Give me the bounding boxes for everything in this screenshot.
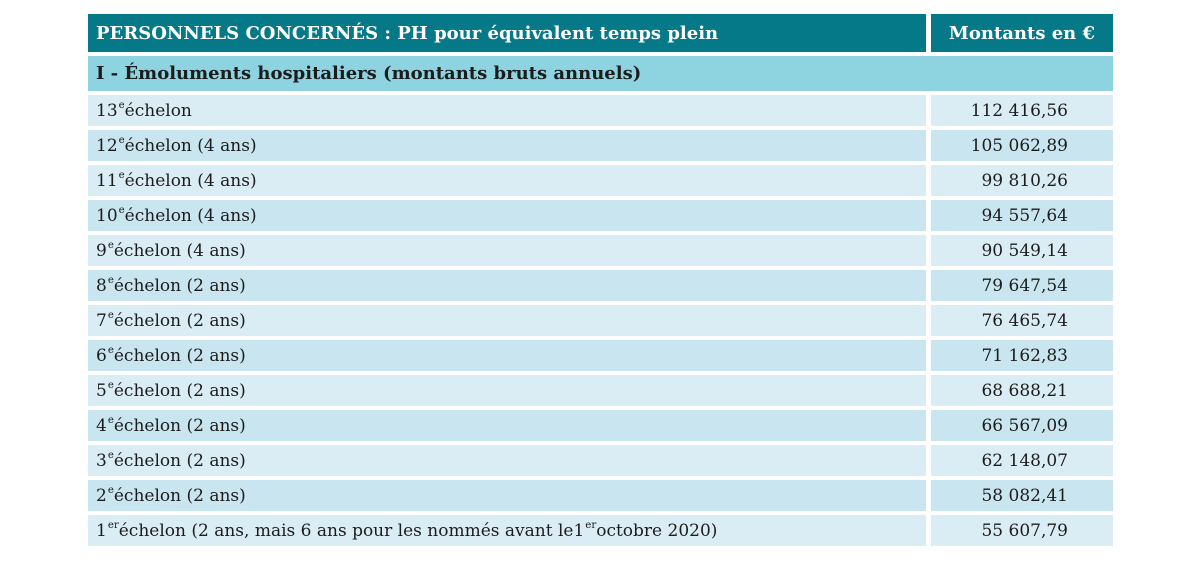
superscript: e bbox=[118, 205, 125, 217]
echelon-label: 13 e échelon bbox=[88, 95, 926, 126]
label-text: échelon (4 ans) bbox=[124, 135, 257, 156]
amount-value: 68 688,21 bbox=[931, 375, 1113, 406]
table-header-title: PERSONNELS CONCERNÉS : PH pour équivalen… bbox=[88, 14, 926, 52]
superscript: er bbox=[585, 520, 597, 532]
superscript: e bbox=[118, 100, 125, 112]
amount-value: 62 148,07 bbox=[931, 445, 1113, 476]
amount-value: 55 607,79 bbox=[931, 515, 1113, 546]
amount-value: 90 549,14 bbox=[931, 235, 1113, 266]
label-text: 8 bbox=[96, 275, 107, 296]
table-row: 13 e échelon 112 416,56 bbox=[88, 95, 1113, 126]
superscript: e bbox=[107, 450, 114, 462]
label-text: 13 bbox=[96, 100, 118, 121]
amount-value: 66 567,09 bbox=[931, 410, 1113, 441]
table-row: 10 e échelon (4 ans) 94 557,64 bbox=[88, 200, 1113, 231]
label-text: échelon (2 ans) bbox=[113, 380, 246, 401]
label-text: 12 bbox=[96, 135, 118, 156]
label-text: échelon (2 ans) bbox=[113, 415, 246, 436]
amount-value: 58 082,41 bbox=[931, 480, 1113, 511]
label-text: 7 bbox=[96, 310, 107, 331]
label-text: 9 bbox=[96, 240, 107, 261]
superscript: e bbox=[107, 415, 114, 427]
superscript: e bbox=[107, 380, 114, 392]
label-text: 4 bbox=[96, 415, 107, 436]
amount-value: 99 810,26 bbox=[931, 165, 1113, 196]
amount-value: 76 465,74 bbox=[931, 305, 1113, 336]
amount-value: 71 162,83 bbox=[931, 340, 1113, 371]
table-row: 1 er échelon (2 ans, mais 6 ans pour les … bbox=[88, 515, 1113, 546]
superscript: e bbox=[107, 345, 114, 357]
table-header-amount-column: Montants en € bbox=[931, 14, 1113, 52]
label-text: octobre 2020) bbox=[596, 520, 718, 541]
superscript: e bbox=[107, 310, 114, 322]
label-text: échelon (2 ans) bbox=[113, 275, 246, 296]
label-text: 1 bbox=[573, 520, 585, 541]
table-row: 12 e échelon (4 ans) 105 062,89 bbox=[88, 130, 1113, 161]
amount-value: 94 557,64 bbox=[931, 200, 1113, 231]
superscript: e bbox=[118, 170, 125, 182]
label-text: 11 bbox=[96, 170, 118, 191]
section-heading: I - Émoluments hospitaliers (montants br… bbox=[88, 56, 1113, 91]
label-text: échelon (2 ans) bbox=[113, 485, 246, 506]
label-text: 6 bbox=[96, 345, 107, 366]
label-text: échelon bbox=[124, 100, 192, 121]
superscript: e bbox=[107, 275, 114, 287]
echelon-label: 11 e échelon (4 ans) bbox=[88, 165, 926, 196]
echelon-label: 10 e échelon (4 ans) bbox=[88, 200, 926, 231]
label-text: échelon (2 ans, mais 6 ans pour les nomm… bbox=[118, 520, 574, 541]
table-row: 11 e échelon (4 ans) 99 810,26 bbox=[88, 165, 1113, 196]
superscript: e bbox=[107, 240, 114, 252]
label-text: 3 bbox=[96, 450, 107, 471]
label-text: échelon (4 ans) bbox=[124, 170, 257, 191]
label-text: 10 bbox=[96, 205, 118, 226]
amount-value: 105 062,89 bbox=[931, 130, 1113, 161]
table-header-row: PERSONNELS CONCERNÉS : PH pour équivalen… bbox=[88, 14, 1113, 52]
table-body: 13 e échelon 112 416,56 12 e échelon (4 ans)… bbox=[88, 95, 1113, 546]
remuneration-table: PERSONNELS CONCERNÉS : PH pour équivalen… bbox=[88, 14, 1113, 550]
label-text: échelon (4 ans) bbox=[124, 205, 257, 226]
label-text: échelon (4 ans) bbox=[113, 240, 246, 261]
amount-value: 79 647,54 bbox=[931, 270, 1113, 301]
superscript: e bbox=[118, 135, 125, 147]
label-text: échelon (2 ans) bbox=[113, 450, 246, 471]
label-text: 1 bbox=[96, 520, 107, 541]
amount-value: 112 416,56 bbox=[931, 95, 1113, 126]
echelon-label: 1 er échelon (2 ans, mais 6 ans pour les … bbox=[88, 515, 926, 546]
superscript: e bbox=[107, 485, 114, 497]
label-text: 5 bbox=[96, 380, 107, 401]
echelon-label: 12 e échelon (4 ans) bbox=[88, 130, 926, 161]
label-text: échelon (2 ans) bbox=[113, 310, 246, 331]
label-text: échelon (2 ans) bbox=[113, 345, 246, 366]
label-text: 2 bbox=[96, 485, 107, 506]
superscript: er bbox=[107, 520, 119, 532]
